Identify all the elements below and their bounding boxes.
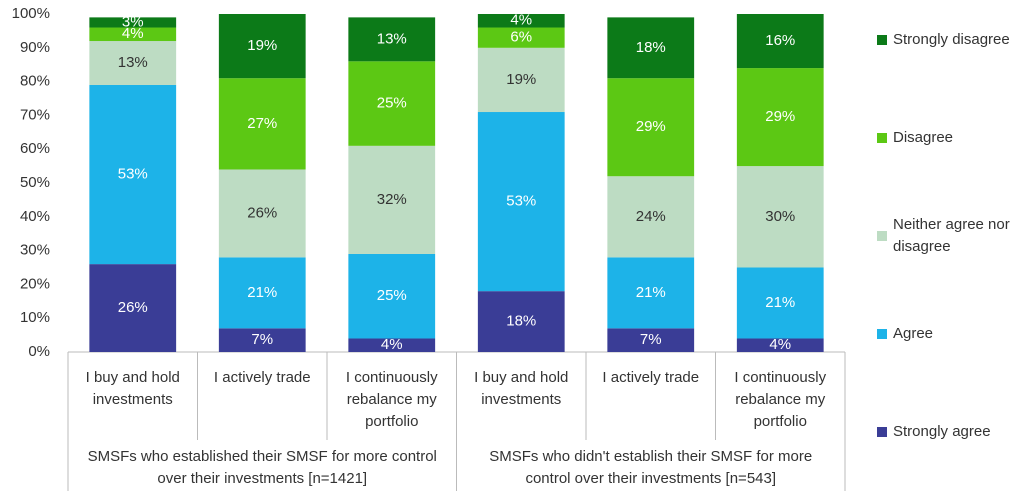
legend-label: Strongly disagree <box>893 31 1010 48</box>
value-label: 6% <box>510 29 532 46</box>
y-tick-label: 90% <box>20 39 50 56</box>
value-label: 29% <box>636 118 666 135</box>
legend-swatch <box>877 35 887 45</box>
value-label: 4% <box>510 12 532 29</box>
bar-segment <box>89 17 177 28</box>
bar-segment <box>89 84 177 265</box>
bar-segment <box>348 61 436 146</box>
value-label: 19% <box>506 71 536 88</box>
value-label: 3% <box>122 13 144 30</box>
bar-segment <box>607 328 695 352</box>
bar-segment <box>348 338 436 352</box>
value-label: 27% <box>247 115 277 132</box>
y-tick-label: 0% <box>28 343 50 360</box>
value-label: 19% <box>247 37 277 54</box>
value-label: 7% <box>251 331 273 348</box>
y-tick-label: 80% <box>20 73 50 90</box>
bar-segment <box>218 14 306 79</box>
y-tick-label: 10% <box>20 309 50 326</box>
x-tick-label: I buy and hold investments <box>85 369 180 408</box>
x-tick-label: I continuously rebalance my portfolio <box>734 369 827 430</box>
legend-label: Neither agree nor disagree <box>893 216 1010 255</box>
bar-segment <box>736 338 824 352</box>
value-label: 53% <box>118 166 148 183</box>
value-label: 21% <box>636 284 666 301</box>
x-tick-label: I buy and hold investments <box>474 369 569 408</box>
bar-segment <box>89 264 177 352</box>
value-label: 18% <box>506 313 536 330</box>
value-label: 16% <box>765 32 795 49</box>
bar-segment <box>477 47 565 113</box>
bar-segment <box>89 27 177 42</box>
value-label: 25% <box>377 287 407 304</box>
y-tick-label: 20% <box>20 275 50 292</box>
value-label: 26% <box>247 204 277 221</box>
bar-segment <box>607 176 695 258</box>
legend-swatch <box>877 427 887 437</box>
value-label: 25% <box>377 95 407 112</box>
value-label: 13% <box>118 54 148 71</box>
y-tick-label: 70% <box>20 106 50 123</box>
bar-segment <box>736 14 824 69</box>
bar-segment <box>218 257 306 329</box>
bar-segment <box>736 267 824 339</box>
bar-segment <box>607 78 695 177</box>
bar-segment <box>89 41 177 85</box>
legend-label: Strongly agree <box>893 423 991 440</box>
value-label: 24% <box>636 208 666 225</box>
x-tick-label: I continuously rebalance my portfolio <box>345 369 438 430</box>
y-tick-label: 30% <box>20 242 50 259</box>
x-tick-label: I actively trade <box>213 369 311 386</box>
y-tick-label: 60% <box>20 140 50 157</box>
value-label: 26% <box>118 299 148 316</box>
value-label: 13% <box>377 30 407 47</box>
legend-swatch <box>877 133 887 143</box>
value-label: 32% <box>377 191 407 208</box>
bar-segment <box>477 27 565 48</box>
bar-segment <box>736 166 824 268</box>
bar-segment <box>477 112 565 292</box>
value-label: 21% <box>247 284 277 301</box>
bar-segment <box>218 169 306 258</box>
legend-swatch <box>877 231 887 241</box>
value-label: 7% <box>640 331 662 348</box>
value-label: 4% <box>769 336 791 353</box>
value-label: 4% <box>381 336 403 353</box>
bar-segment <box>218 328 306 352</box>
bar-segment <box>736 68 824 167</box>
value-label: 29% <box>765 108 795 125</box>
value-label: 21% <box>765 294 795 311</box>
bar-segment <box>477 291 565 352</box>
bar-segment <box>607 257 695 329</box>
legend-label: Disagree <box>893 129 954 146</box>
bar-segment <box>348 253 436 339</box>
legend-label: Agree <box>893 325 934 342</box>
group-label: SMSFs who didn't establish their SMSF fo… <box>489 448 813 487</box>
value-label: 18% <box>636 39 666 56</box>
x-tick-label: I actively trade <box>602 369 700 386</box>
value-label: 4% <box>122 25 144 42</box>
bar-segment <box>607 17 695 79</box>
y-tick-label: 40% <box>20 208 50 225</box>
legend-swatch <box>877 329 887 339</box>
y-tick-label: 50% <box>20 174 50 191</box>
value-label: 30% <box>765 208 795 225</box>
bar-segment <box>218 78 306 170</box>
group-label: SMSFs who established their SMSF for mor… <box>87 448 437 487</box>
bar-segment <box>348 145 436 254</box>
bar-segment <box>477 14 565 28</box>
value-label: 53% <box>506 193 536 210</box>
bar-segment <box>348 17 436 62</box>
y-tick-label: 100% <box>12 5 50 22</box>
